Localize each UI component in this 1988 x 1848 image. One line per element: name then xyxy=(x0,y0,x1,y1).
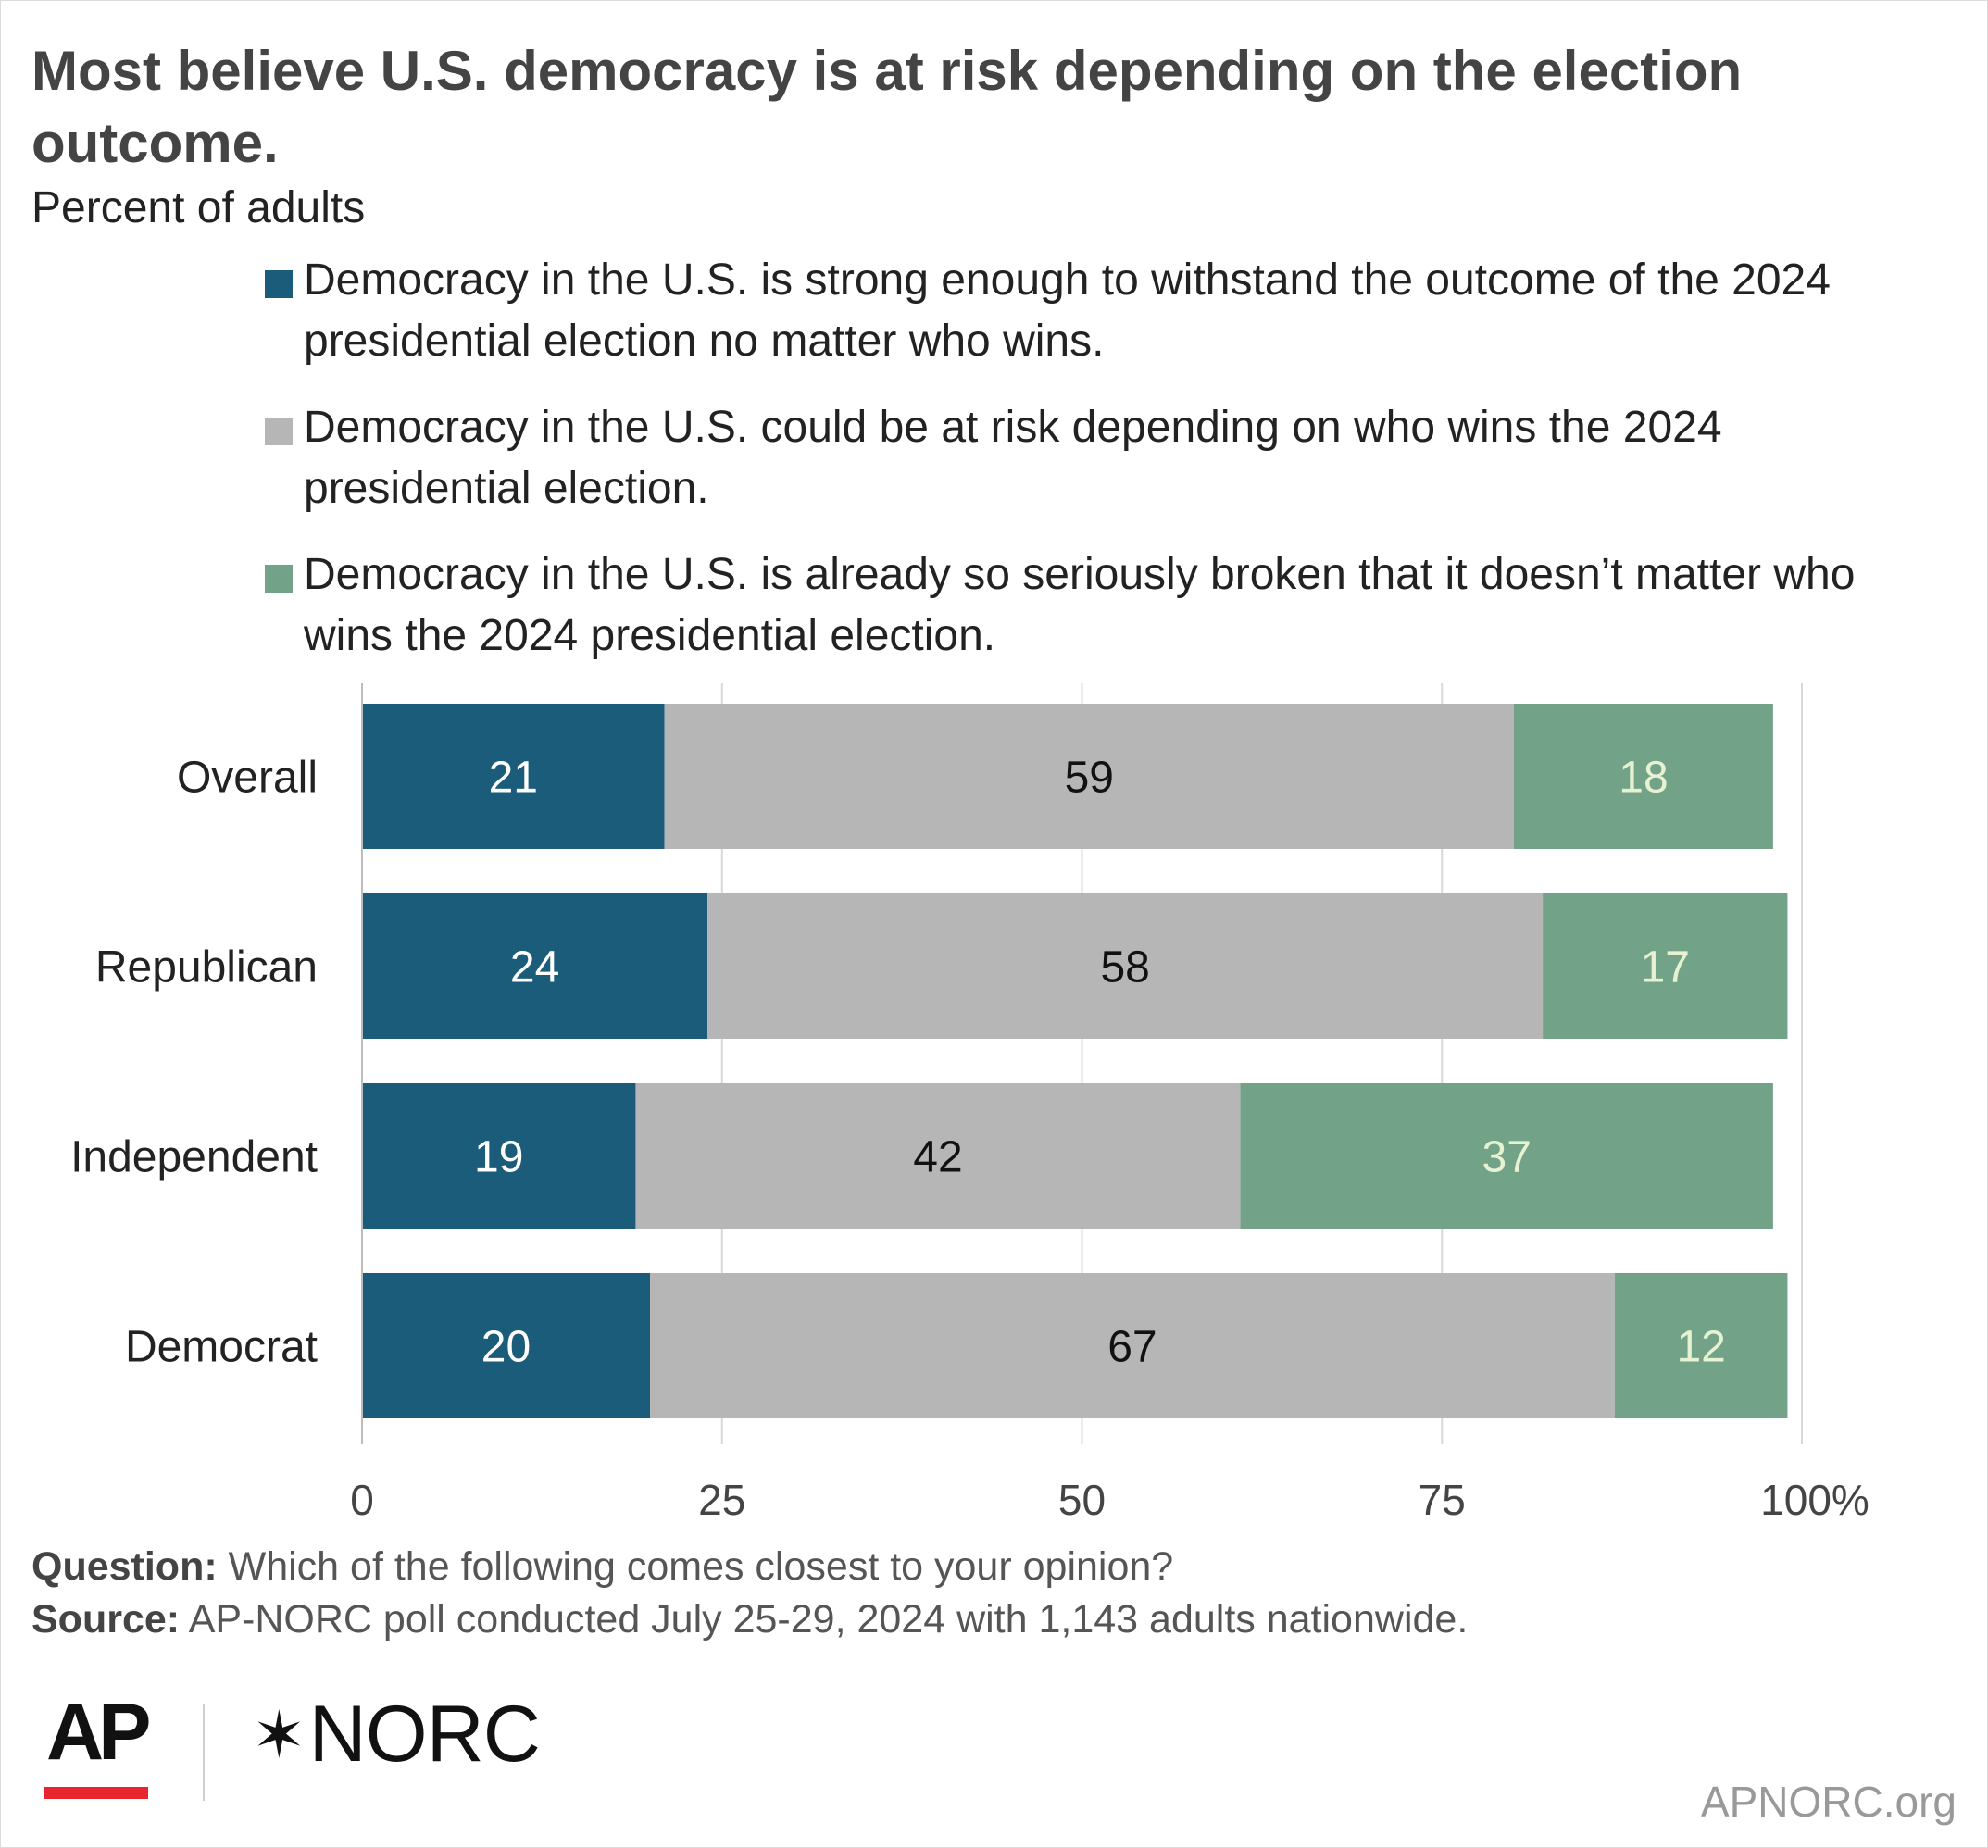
bar-democrat-series-1 xyxy=(650,1273,1615,1418)
legend-swatch-broken xyxy=(265,565,293,593)
bar-overall-series-0 xyxy=(362,704,665,849)
category-label-republican: Republican xyxy=(95,943,318,993)
legend-item-at-risk: Democracy in the U.S. could be at risk d… xyxy=(261,397,1909,519)
bar-democrat-series-2 xyxy=(1614,1273,1788,1418)
legend-swatch-strong xyxy=(265,270,293,298)
bar-republican-series-1 xyxy=(707,893,1544,1039)
x-tick-label-0: 0 xyxy=(350,1476,374,1524)
bar-democrat-series-0 xyxy=(362,1273,650,1418)
data-label-republican-series-2: 17 xyxy=(1641,943,1690,993)
norc-logo-text: NORC xyxy=(308,1690,541,1779)
source-label: Source: xyxy=(31,1597,181,1642)
source-text: AP-NORC poll conducted July 25-29, 2024 … xyxy=(188,1597,1469,1642)
legend-label-strong: Democracy in the U.S. is strong enough t… xyxy=(304,256,1831,366)
source-note: Source: AP-NORC poll conducted July 25-2… xyxy=(31,1593,1468,1645)
ap-logo: AP xyxy=(46,1688,151,1777)
data-label-overall-series-1: 59 xyxy=(1065,754,1114,803)
norc-star-icon: ✶ xyxy=(252,1699,306,1771)
bar-independent-series-1 xyxy=(635,1083,1241,1229)
x-tick-label-25: 25 xyxy=(698,1476,745,1524)
bar-overall-series-1 xyxy=(664,704,1514,849)
category-label-democrat: Democrat xyxy=(125,1323,318,1372)
question-label: Question: xyxy=(31,1544,218,1589)
bar-independent-series-0 xyxy=(362,1083,636,1229)
ap-logo-bar xyxy=(44,1787,148,1799)
data-label-independent-series-2: 37 xyxy=(1482,1133,1532,1182)
data-label-overall-series-0: 21 xyxy=(489,754,538,803)
legend-item-broken: Democracy in the U.S. is already so seri… xyxy=(261,544,1909,667)
legend-swatch-at-risk xyxy=(265,418,293,445)
legend-label-broken: Democracy in the U.S. is already so seri… xyxy=(304,550,1856,660)
norc-logo: ✶NORC xyxy=(252,1694,541,1779)
bar-overall-series-2 xyxy=(1514,704,1773,849)
chart-title: Most believe U.S. democracy is at risk d… xyxy=(31,40,1743,174)
bar-republican-series-2 xyxy=(1543,893,1788,1039)
chart-subtitle: Percent of adults xyxy=(31,183,366,232)
category-label-independent: Independent xyxy=(70,1133,318,1182)
data-label-democrat-series-0: 20 xyxy=(481,1323,531,1372)
stacked-bar-chart: Overall 21 59 18 Republican 24 58 17 Independent… xyxy=(70,683,1869,1524)
bar-independent-series-2 xyxy=(1240,1083,1773,1229)
logo-divider xyxy=(203,1704,205,1801)
legend-label-at-risk: Democracy in the U.S. could be at risk d… xyxy=(304,403,1722,513)
data-label-republican-series-1: 58 xyxy=(1100,943,1149,993)
data-label-independent-series-1: 42 xyxy=(913,1133,962,1182)
site-url: APNORC.org xyxy=(1700,1778,1957,1826)
legend: Democracy in the U.S. is strong enough t… xyxy=(261,250,1909,692)
x-tick-label-100: 100% xyxy=(1760,1476,1869,1524)
question-note: Question: Which of the following comes c… xyxy=(31,1541,1173,1592)
x-tick-label-75: 75 xyxy=(1419,1476,1466,1524)
data-label-overall-series-2: 18 xyxy=(1619,754,1668,803)
x-tick-label-50: 50 xyxy=(1058,1476,1106,1524)
data-label-democrat-series-2: 12 xyxy=(1676,1323,1725,1372)
data-label-independent-series-0: 19 xyxy=(474,1133,523,1182)
question-text: Which of the following comes closest to … xyxy=(228,1544,1174,1589)
legend-item-strong: Democracy in the U.S. is strong enough t… xyxy=(261,250,1909,372)
category-label-overall: Overall xyxy=(177,754,318,803)
data-label-republican-series-0: 24 xyxy=(510,943,559,993)
data-label-democrat-series-1: 67 xyxy=(1107,1323,1157,1372)
bar-republican-series-0 xyxy=(362,893,708,1039)
